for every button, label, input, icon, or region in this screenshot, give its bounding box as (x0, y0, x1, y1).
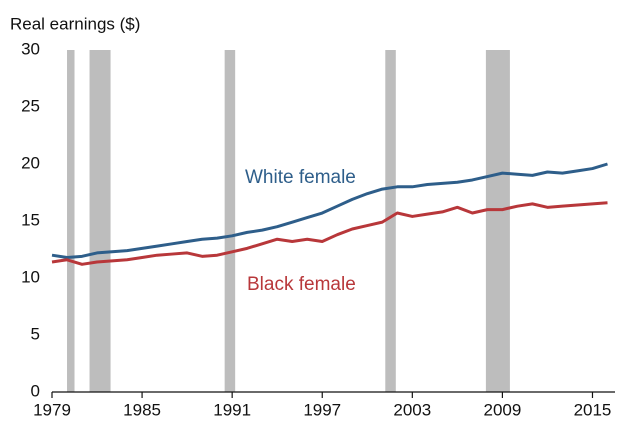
series-label: White female (245, 167, 356, 188)
x-tick-label: 2015 (574, 400, 612, 419)
y-tick-label: 30 (21, 39, 40, 58)
y-tick-label: 20 (21, 153, 40, 172)
y-tick-label: 25 (21, 96, 40, 115)
x-tick-label: 1997 (303, 400, 341, 419)
series-line (51, 162, 608, 259)
chart-title: Real earnings ($) (10, 14, 140, 33)
series-line (51, 201, 608, 266)
recession-shade (385, 50, 396, 392)
x-tick-label: 1979 (33, 400, 71, 419)
recession-shade (224, 50, 236, 392)
recession-shade (485, 50, 510, 392)
y-tick-label: 5 (31, 324, 40, 343)
y-tick-label: 0 (31, 381, 40, 400)
recession-shade (67, 50, 75, 392)
series-label: Black female (247, 274, 356, 295)
x-tick-label: 2003 (393, 400, 431, 419)
y-tick-label: 10 (21, 267, 40, 286)
x-tick-label: 2009 (483, 400, 521, 419)
x-tick-label: 1985 (123, 400, 161, 419)
recession-shade (89, 50, 111, 392)
x-tick-label: 1991 (213, 400, 251, 419)
y-tick-label: 15 (21, 210, 40, 229)
